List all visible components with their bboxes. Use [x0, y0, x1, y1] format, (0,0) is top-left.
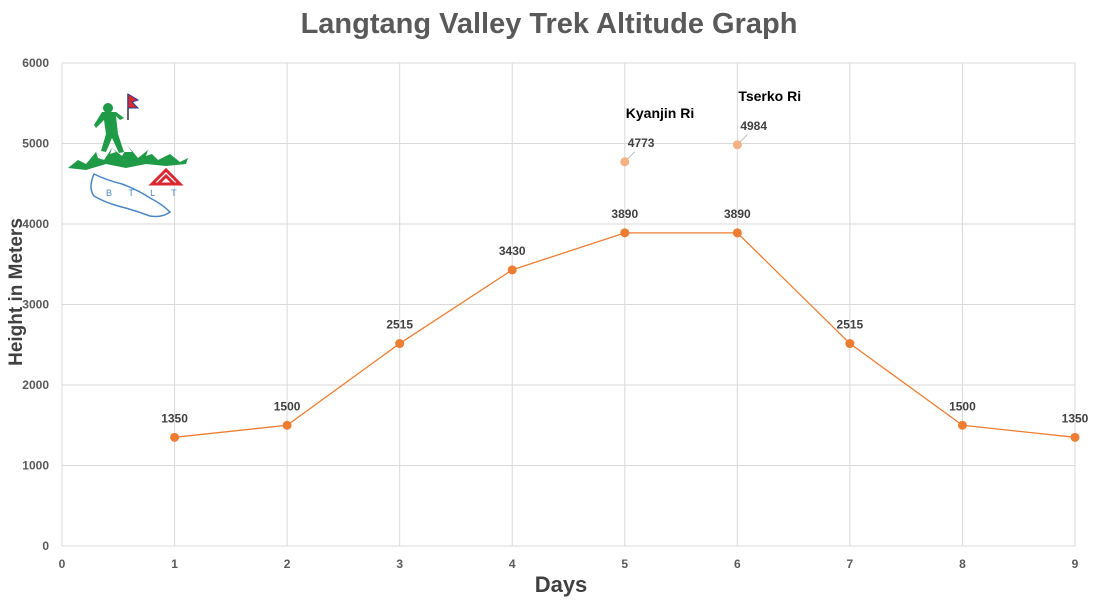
trekker-icon [94, 112, 124, 153]
data-point [395, 339, 405, 349]
data-point [282, 420, 292, 430]
data-point [620, 228, 630, 238]
data-labels: 1350 1500 2515 3430 3890 3890 2515 1500 1350 4773… [161, 88, 1088, 426]
y-tick-label: 2000 [22, 378, 49, 392]
data-point [845, 339, 855, 349]
logo-text: B T L T [106, 188, 184, 198]
peak-value-label: 4984 [740, 119, 767, 133]
x-tick-label: 6 [734, 557, 741, 571]
peak-value-label: 4773 [628, 136, 655, 150]
data-point [732, 228, 742, 238]
data-label: 2515 [837, 318, 864, 332]
data-label: 2515 [386, 318, 413, 332]
y-tick-label: 3000 [22, 298, 49, 312]
x-axis-title: Days [534, 572, 588, 597]
tent-icon [148, 167, 184, 186]
x-tick-label: 7 [847, 557, 854, 571]
data-point [957, 420, 967, 430]
y-tick-label: 1000 [22, 459, 49, 473]
peak-leader-line [627, 151, 636, 160]
y-axis-title: Height in Meters [6, 218, 27, 366]
y-tick-label: 5000 [22, 137, 49, 151]
data-point [170, 432, 180, 442]
chart-title: Langtang Valley Trek Altitude Graph [300, 8, 798, 40]
data-label: 3890 [611, 207, 638, 221]
map-outline-icon [90, 172, 172, 218]
snow-caps-icon [96, 146, 152, 160]
axis-ticks: 0 1000 2000 3000 4000 5000 6000 0 1 2 3 4 5 6 7 8 9 [22, 56, 1078, 571]
x-tick-label: 5 [621, 557, 628, 571]
side-peaks [620, 134, 748, 167]
trekker-mountain-logo: B T L T [68, 93, 188, 218]
altitude-series [170, 228, 1080, 442]
data-label: 1350 [161, 411, 188, 425]
peak-name-label: Tserko Ri [738, 88, 801, 104]
data-label: 3430 [499, 244, 526, 258]
y-tick-label: 0 [42, 539, 49, 553]
data-point [507, 265, 517, 275]
data-label: 3890 [724, 207, 751, 221]
y-tick-label: 6000 [22, 56, 49, 70]
nepal-flag-icon [127, 93, 140, 109]
data-label: 1350 [1062, 411, 1089, 425]
x-tick-label: 3 [396, 557, 403, 571]
trekker-head-icon [103, 103, 113, 113]
data-label: 1500 [274, 399, 301, 413]
y-tick-label: 4000 [22, 217, 49, 231]
data-label: 1500 [949, 399, 976, 413]
x-tick-label: 4 [509, 557, 516, 571]
mountain-ridge-icon [68, 146, 188, 170]
peak-point [620, 157, 630, 167]
peak-leader-line [739, 134, 748, 143]
grid [61, 62, 1076, 547]
x-tick-label: 2 [284, 557, 291, 571]
x-tick-label: 0 [59, 557, 66, 571]
x-tick-label: 8 [959, 557, 966, 571]
peak-name-label: Kyanjin Ri [626, 105, 694, 121]
x-tick-label: 9 [1072, 557, 1079, 571]
x-tick-label: 1 [171, 557, 178, 571]
peak-point [732, 140, 742, 150]
data-point [1070, 432, 1080, 442]
